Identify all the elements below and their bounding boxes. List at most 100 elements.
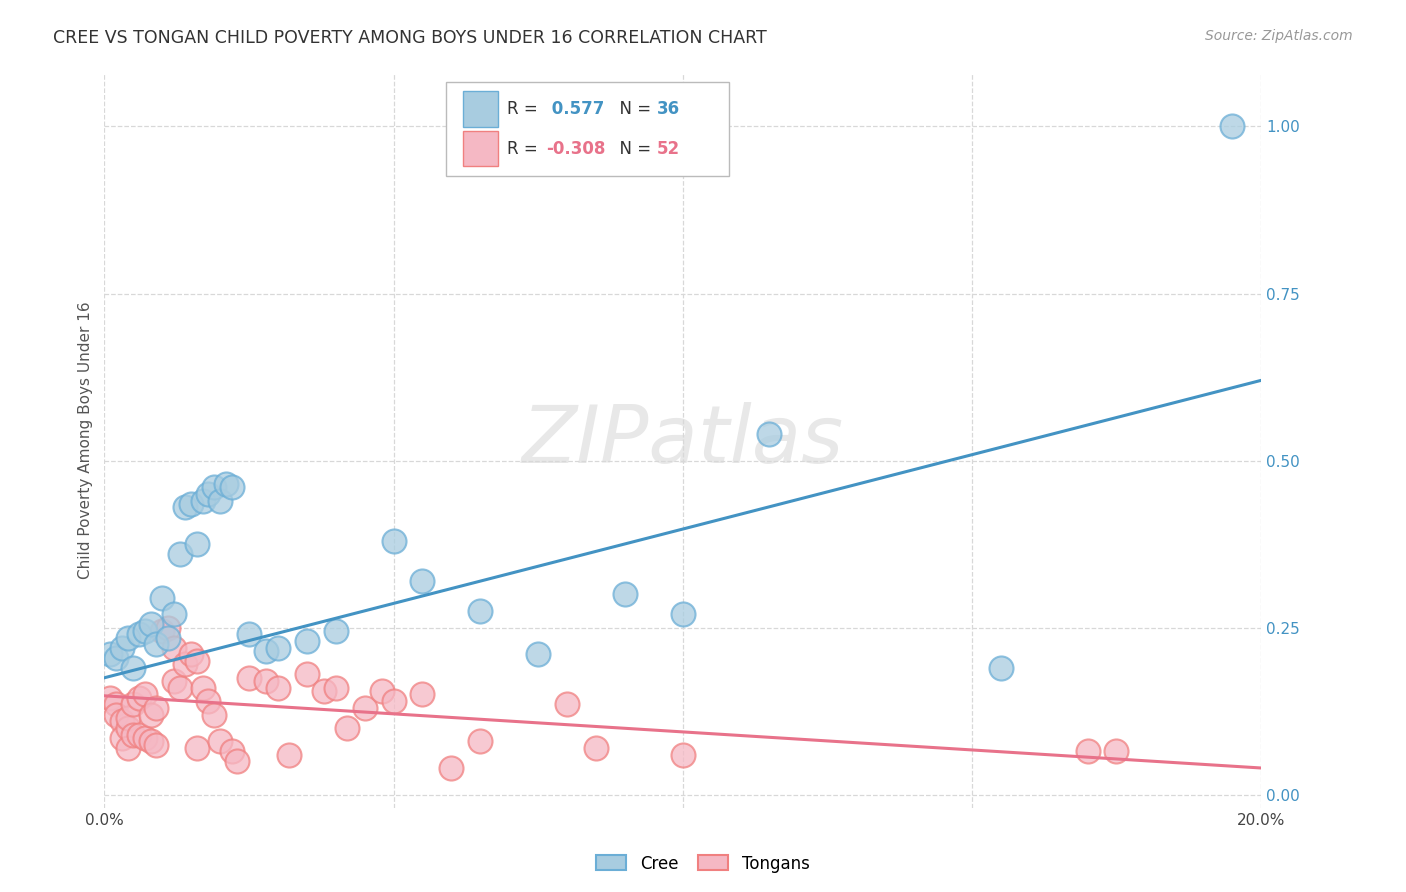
Point (555, 698, 578, 712)
Point (209, 734, 232, 748)
Point (117, 740, 139, 755)
Point (169, 681, 191, 695)
Point (226, 754, 249, 768)
Point (122, 661, 145, 675)
Point (325, 624, 347, 638)
Point (180, 497, 202, 511)
Point (440, 761, 463, 775)
Point (145, 701, 167, 715)
Y-axis label: Child Poverty Among Boys Under 16: Child Poverty Among Boys Under 16 (79, 301, 93, 579)
Point (134, 731, 156, 745)
Point (139, 707, 162, 722)
Point (353, 701, 375, 715)
Point (295, 634, 318, 648)
Point (180, 648, 202, 662)
Point (145, 637, 167, 651)
Text: CREE VS TONGAN CHILD POVERTY AMONG BOYS UNDER 16 CORRELATION CHART: CREE VS TONGAN CHILD POVERTY AMONG BOYS … (53, 29, 768, 46)
Point (156, 621, 179, 635)
FancyBboxPatch shape (446, 82, 728, 176)
Point (169, 547, 191, 561)
Point (411, 688, 433, 702)
Point (1105, 744, 1128, 758)
FancyBboxPatch shape (463, 91, 498, 127)
Text: 0.577: 0.577 (546, 100, 605, 118)
Point (325, 681, 347, 695)
Point (238, 627, 260, 641)
Point (139, 734, 162, 748)
Point (202, 707, 225, 722)
Point (613, 587, 636, 601)
Point (122, 698, 145, 712)
Point (150, 624, 173, 638)
Point (139, 617, 162, 632)
Text: 52: 52 (657, 140, 681, 158)
Point (470, 734, 492, 748)
Point (186, 740, 208, 755)
Point (117, 721, 139, 735)
Text: Source: ZipAtlas.com: Source: ZipAtlas.com (1205, 29, 1353, 43)
Point (163, 607, 186, 622)
Point (163, 674, 186, 689)
Point (336, 721, 359, 735)
Point (186, 537, 208, 551)
Point (215, 477, 238, 491)
Point (202, 480, 225, 494)
Point (128, 728, 150, 742)
Point (98, 690, 121, 705)
Point (527, 648, 550, 662)
Point (150, 591, 173, 605)
Point (267, 640, 290, 655)
Point (111, 640, 134, 655)
Point (163, 640, 186, 655)
Point (470, 604, 492, 618)
Point (990, 661, 1012, 675)
Point (267, 681, 290, 695)
Point (1076, 744, 1098, 758)
Text: N =: N = (609, 100, 657, 118)
Point (122, 728, 145, 742)
Point (382, 694, 405, 708)
Text: R =: R = (508, 100, 543, 118)
Point (278, 747, 301, 762)
Point (191, 681, 214, 695)
Point (295, 667, 318, 681)
Point (111, 731, 134, 745)
Point (382, 533, 405, 548)
Point (111, 714, 134, 729)
Point (104, 707, 127, 722)
Point (134, 688, 156, 702)
Point (209, 493, 232, 508)
Point (197, 694, 219, 708)
Point (314, 684, 336, 698)
Point (371, 684, 394, 698)
FancyBboxPatch shape (463, 131, 498, 167)
Point (174, 500, 197, 515)
Point (128, 690, 150, 705)
Point (128, 627, 150, 641)
Text: N =: N = (609, 140, 657, 158)
Point (197, 487, 219, 501)
Point (98, 648, 121, 662)
Point (145, 738, 167, 752)
Point (104, 698, 127, 712)
Point (104, 650, 127, 665)
Point (238, 671, 260, 685)
Point (1220, 120, 1243, 134)
Point (117, 631, 139, 645)
Point (134, 624, 156, 638)
Point (672, 607, 695, 622)
Point (191, 493, 214, 508)
Text: 36: 36 (657, 100, 681, 118)
Point (411, 574, 433, 588)
Text: -0.308: -0.308 (546, 140, 606, 158)
Point (156, 631, 179, 645)
Point (174, 657, 197, 672)
Point (221, 480, 243, 494)
Point (758, 426, 780, 441)
Point (117, 711, 139, 725)
Point (254, 674, 277, 689)
Point (221, 744, 243, 758)
Text: R =: R = (508, 140, 543, 158)
Point (672, 747, 695, 762)
Legend: Cree, Tongans: Cree, Tongans (589, 848, 817, 880)
